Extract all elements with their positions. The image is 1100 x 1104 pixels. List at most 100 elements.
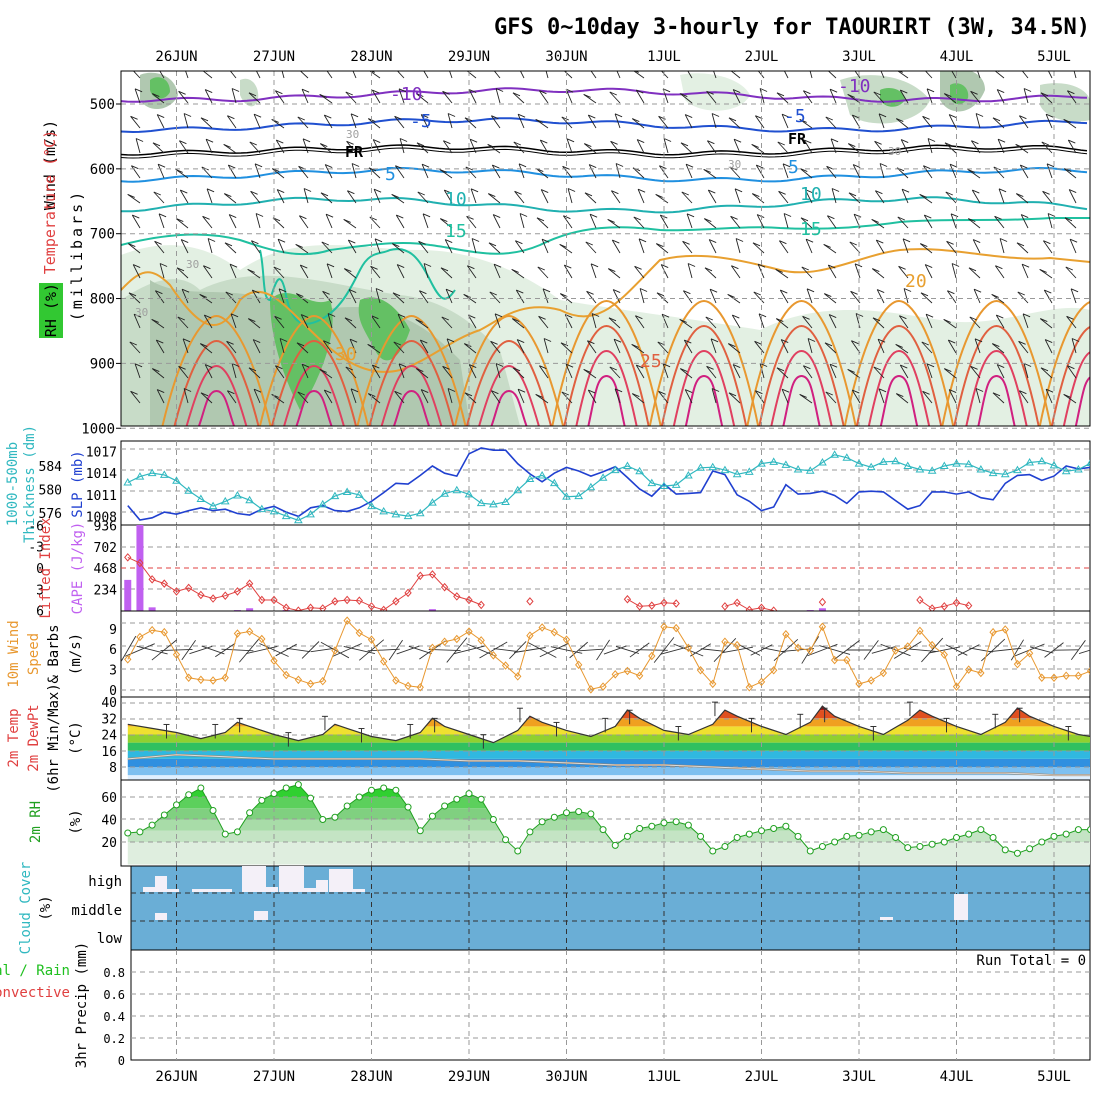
rh2m-marker xyxy=(1075,827,1081,833)
precip-tick: 0.6 xyxy=(103,988,125,1002)
rh2m-marker xyxy=(539,819,545,825)
top-date-label: 26JUN xyxy=(155,49,197,65)
rh2m-marker xyxy=(247,810,253,816)
rh2m-marker xyxy=(746,831,752,837)
cloud-bar xyxy=(192,889,232,892)
cloud-bar xyxy=(304,888,316,892)
label-barbs: & Barbs xyxy=(46,624,62,683)
cape-bar xyxy=(124,580,131,611)
bottom-date-label: 3JUL xyxy=(842,1069,876,1085)
top-date-label: 27JUN xyxy=(253,49,295,65)
contour-label: 5 xyxy=(385,164,396,185)
wind-barb-flag xyxy=(156,65,163,68)
label-convective: Convective xyxy=(0,985,70,1001)
wind-barb-flag xyxy=(420,65,427,68)
rh2m-marker xyxy=(600,827,606,833)
wind-barb-flag xyxy=(517,65,524,68)
rh2m-marker xyxy=(344,803,350,809)
rh2m-marker xyxy=(417,828,423,834)
rh2m-marker xyxy=(1051,833,1057,839)
rh2m-marker xyxy=(393,787,399,793)
rh2m-marker xyxy=(771,826,777,832)
rh2m-marker xyxy=(795,833,801,839)
top-date-label: 1JUL xyxy=(647,49,681,65)
rh2m-marker xyxy=(759,828,765,834)
cloud-bar xyxy=(155,913,167,920)
contour-label: 30 xyxy=(346,128,359,141)
rh2m-marker xyxy=(210,808,216,814)
temp-tick: 32 xyxy=(101,712,117,727)
label-speed: Speed xyxy=(26,633,42,675)
rh2m-marker xyxy=(722,844,728,850)
rh-tick: 60 xyxy=(101,791,117,806)
rh2m-marker xyxy=(259,797,265,803)
rh2m-marker xyxy=(527,829,533,835)
label-rh: RH (%) xyxy=(42,283,60,337)
precip-tick: 0.4 xyxy=(103,1010,125,1024)
wind-tick: 3 xyxy=(109,664,117,679)
rh2m-marker xyxy=(807,848,813,854)
wind-barb-flag xyxy=(658,67,665,70)
label-lifted-index: Lifted Index xyxy=(38,517,54,618)
rh2m-marker xyxy=(734,835,740,841)
wind-barb-flag xyxy=(130,67,137,70)
bottom-date-label: 4JUL xyxy=(940,1069,974,1085)
pressure-tick-label: 1000 xyxy=(81,421,115,437)
rh2m-marker xyxy=(174,802,180,808)
cloud-bar xyxy=(254,911,268,920)
contour-label: 30 xyxy=(186,258,199,271)
rh2m-marker xyxy=(612,842,618,848)
rh2m-marker xyxy=(868,829,874,835)
pressure-tick-label: 600 xyxy=(90,162,115,178)
rh2m-marker xyxy=(234,829,240,835)
top-date-label: 29JUN xyxy=(448,49,490,65)
cloud-bar xyxy=(167,889,179,892)
rh2m-marker xyxy=(917,844,923,850)
precip-tick: 0.8 xyxy=(103,966,125,980)
label-slp: SLP (mb) xyxy=(70,450,86,517)
thickness-tick: 584 xyxy=(39,460,63,475)
chart-title: GFS 0~10day 3-hourly for TAOURIRT (3W, 3… xyxy=(494,15,1090,40)
cloud-bar xyxy=(880,917,893,920)
wind-barb-flag xyxy=(491,66,498,69)
temp-tick: 16 xyxy=(101,745,117,760)
contour-label: 30 xyxy=(728,158,741,171)
rh2m-marker xyxy=(1063,831,1069,837)
slp-tick: 1017 xyxy=(86,446,117,461)
rh2m-marker xyxy=(649,823,655,829)
label-cloud-units: (%) xyxy=(38,895,54,920)
rh2m-marker xyxy=(429,813,435,819)
wind-tick: 9 xyxy=(109,623,117,638)
contour-label: 10 xyxy=(800,184,822,205)
rh2m-marker xyxy=(308,795,314,801)
temp-band xyxy=(121,735,1090,743)
label-temperature: Temperature (°C) xyxy=(41,130,59,275)
label-rh-units: (%) xyxy=(68,809,84,834)
cloud-bar xyxy=(155,876,167,892)
contour-label: 25 xyxy=(640,351,662,372)
pressure-tick-label: 700 xyxy=(90,227,115,243)
rh2m-marker xyxy=(125,830,131,836)
contour-label: -5 xyxy=(410,111,432,132)
rh2m-marker xyxy=(515,848,521,854)
contour-label: FR xyxy=(345,143,364,161)
temp-band xyxy=(121,759,1090,767)
wind-barb-flag xyxy=(851,66,858,69)
precip-tick: 0 xyxy=(118,1054,125,1068)
rh2m-marker xyxy=(1088,827,1094,833)
rh2m-marker xyxy=(332,814,338,820)
slp-tick: 1011 xyxy=(86,489,117,504)
wind-barb-flag xyxy=(922,67,929,70)
rh2m-marker xyxy=(661,820,667,826)
rh2m-marker xyxy=(941,839,947,845)
rh2m-marker xyxy=(369,787,375,793)
label-temp-units: (°C) xyxy=(68,721,84,755)
rh2m-marker xyxy=(880,827,886,833)
wind-barb-flag xyxy=(684,65,691,68)
